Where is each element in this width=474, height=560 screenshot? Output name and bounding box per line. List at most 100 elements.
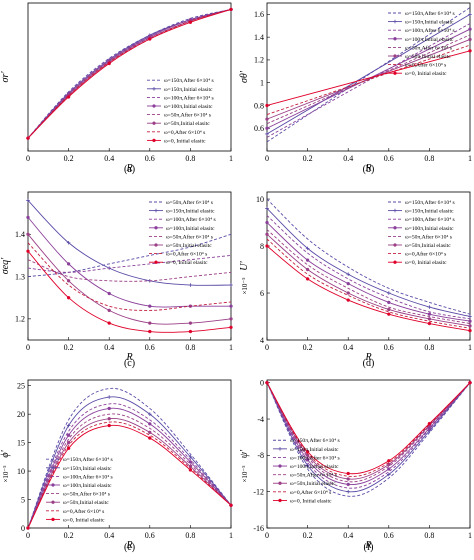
legend-marker [393, 54, 397, 58]
data-point [66, 262, 71, 266]
y-tick-label: 1.2 [15, 315, 25, 324]
y-axis-label: σθ' [239, 70, 250, 83]
series-line [27, 403, 232, 529]
series-4 [265, 220, 472, 323]
series-line [27, 424, 232, 529]
data-point [107, 417, 111, 421]
x-tick-label: 0.8 [424, 154, 434, 163]
x-tick-label: 0.8 [424, 531, 434, 540]
data-point [387, 300, 391, 305]
legend: ω=150π,After 6×10⁴ s ω=150π,Initial elasi… [46, 456, 113, 523]
data-point [107, 321, 111, 325]
series-line [27, 200, 232, 286]
series-line [266, 382, 471, 497]
series-1 [27, 387, 232, 529]
series-line [266, 245, 471, 332]
legend-entry: ω=0,After 6×10⁴ s [405, 251, 446, 258]
panel-caption: (c) [124, 358, 135, 369]
series-line [27, 254, 232, 273]
data-point [265, 206, 269, 211]
legend-entry: ω=50π,After 6×10⁴ s [63, 491, 110, 498]
legend-entry: ω=50π,After 6×10⁴ s [290, 472, 337, 479]
chart-e: 0 0.2 0.4 0.6 0.8 10510152025Rϕ'×10⁻⁵(e)ω=150… [0, 379, 233, 553]
y-axis-label: ψ' [239, 449, 250, 458]
legend-entry: ω=0, Initial elasitc [164, 138, 206, 144]
legend-entry: ω=100π,After 6×10⁴ s [166, 216, 216, 223]
series-line [266, 28, 471, 129]
data-point [468, 328, 472, 333]
y-tick-label: 0.6 [254, 124, 264, 133]
legend-entry: ω=150π,Initial elasitc [166, 209, 215, 215]
x-axis-label: R [364, 163, 371, 174]
series-line [266, 382, 471, 486]
y-tick-label: -4 [257, 415, 264, 424]
data-point [305, 267, 310, 272]
data-point [305, 458, 310, 462]
series-line [266, 382, 471, 477]
legend-entry: ω=50π,After 6×10⁴ s [405, 44, 452, 51]
y-tick-label: 1.2 [254, 56, 264, 65]
series-line [27, 396, 232, 529]
legend-entry: ω=150π,After 6×10⁴ s [405, 10, 455, 17]
x-tick-label: 0.8 [424, 343, 434, 352]
legend-entry: ω=50π,Initial elasitc [164, 121, 210, 127]
x-axis-label: R [125, 352, 132, 363]
legend-entry: ω=150π,Initial elasitc [63, 466, 112, 472]
x-tick-label: 0.8 [185, 154, 195, 163]
legend-marker [51, 500, 55, 504]
data-point [387, 472, 391, 477]
data-point [26, 232, 30, 236]
x-tick-label: 1 [229, 154, 233, 163]
series-line [27, 8, 232, 139]
data-point [188, 283, 193, 287]
legend-entry: ω=150π,Initial elasitc [405, 209, 454, 215]
series-4 [265, 381, 472, 487]
series-6 [26, 232, 233, 325]
series-1 [266, 382, 471, 497]
series-line [266, 382, 471, 475]
legend-marker [393, 260, 397, 264]
data-point [188, 20, 193, 25]
legend-entry: ω=0, Initial elasitc [166, 260, 208, 266]
series-3 [27, 403, 232, 529]
data-point [427, 321, 432, 326]
data-point [148, 430, 152, 435]
legend: ω=150π,After 6×10⁴ s ω=150π,Initial elasi… [388, 10, 455, 77]
data-point [229, 317, 233, 321]
legend-entry: ω=100π,Initial elasitc [63, 483, 112, 489]
legend-marker [154, 208, 158, 213]
series-line [266, 23, 471, 138]
series-2 [265, 12, 472, 136]
legend-entry: ω=150π,Initial elasitc [290, 447, 339, 453]
chart-b: 0 0.2 0.4 0.6 0.8 1 0.6 0.8 1 1.2 1.4 1.6 Rσθ' (b) ω=1… [239, 2, 472, 175]
series-8 [26, 249, 233, 334]
series-5 [27, 413, 232, 529]
legend-entry: ω=0,After 6×10⁴ s [290, 489, 331, 496]
data-point [346, 471, 350, 476]
data-point [468, 12, 472, 17]
legend-entry: ω=100π,Initial elasitc [405, 37, 454, 43]
x-tick-label: 0 [26, 531, 30, 540]
data-point [229, 325, 233, 330]
data-point [26, 198, 30, 203]
x-axis-label: R [364, 540, 371, 551]
y-tick-label: -12 [253, 487, 264, 496]
data-point [26, 215, 30, 220]
legend-marker [393, 243, 397, 247]
x-tick-label: 0.6 [145, 531, 155, 540]
data-point [305, 277, 310, 281]
data-point [26, 526, 30, 530]
x-tick-label: 0.4 [104, 531, 114, 540]
data-point [305, 258, 310, 262]
legend-marker [154, 226, 158, 230]
legend: ω=50π,After 6×10⁴ s ω=150π,Initial elasit… [149, 199, 216, 266]
data-point [26, 136, 30, 140]
data-point [188, 460, 193, 464]
series-line [266, 39, 471, 120]
y-tick-label: 0.8 [254, 101, 264, 110]
series-1 [27, 8, 232, 139]
series-line [27, 8, 232, 139]
legend-marker [278, 481, 282, 485]
y-axis-multiplier: ×10⁻⁵ [2, 465, 10, 483]
legend-entry: ω=50π,Initial elasitc [63, 500, 109, 506]
